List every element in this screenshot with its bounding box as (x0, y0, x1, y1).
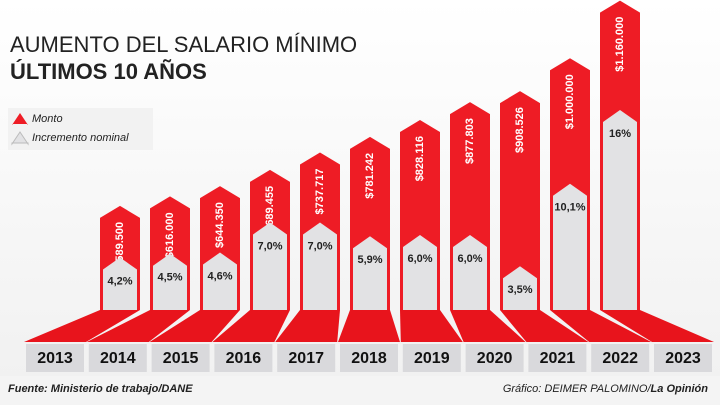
bar (253, 222, 287, 310)
value-label: 6,0% (407, 253, 432, 265)
floor (24, 310, 140, 342)
value-label: 7,0% (307, 240, 332, 252)
legend-label: Incremento nominal (32, 132, 129, 144)
x-tick-label: 2014 (100, 350, 136, 367)
year-box (26, 344, 84, 372)
value-label: $1.160.000 (614, 17, 626, 72)
bar (503, 266, 537, 310)
value-label: 10,1% (554, 202, 585, 214)
year-box (465, 344, 524, 372)
value-label: 7,0% (257, 240, 282, 252)
chart-title: AUMENTO DEL SALARIO MÍNIMO (10, 32, 357, 57)
x-tick-label: 2013 (37, 350, 73, 367)
x-tick-label: 2018 (351, 350, 387, 367)
value-label: 16% (609, 128, 631, 140)
legend-swatch (11, 131, 29, 146)
value-label: 5,9% (357, 254, 382, 266)
plot: 2013 2014 2015 2016 2017 2018 2019 2020 2021 2022… (24, 0, 714, 372)
source: Fuente: Ministerio de trabajo/DANE (8, 383, 193, 395)
x-tick-label: 2021 (540, 350, 576, 367)
credit: Gráfico: DEIMER PALOMINO/La Opinión (503, 383, 708, 395)
x-tick-label: 2017 (288, 350, 324, 367)
value-label: $689.455 (264, 186, 276, 232)
bar (203, 252, 237, 310)
footer-bg (0, 376, 720, 405)
value-label: $781.242 (364, 153, 376, 199)
year-box (151, 344, 210, 372)
floor (149, 310, 240, 342)
value-label: $828.116 (414, 136, 426, 181)
year-box (402, 344, 461, 372)
year-box (654, 344, 712, 372)
legend-bg (8, 108, 153, 150)
floor (212, 310, 290, 342)
x-tick-label: 2019 (414, 350, 450, 367)
x-tick-label: 2022 (602, 350, 638, 367)
x-tick-label: 2015 (163, 350, 199, 367)
bar (103, 257, 137, 310)
floor (86, 310, 190, 342)
value-label: $644.350 (214, 202, 226, 248)
credit-outlet: La Opinión (651, 383, 709, 395)
x-tick-label: 2020 (477, 350, 513, 367)
value-label: 6,0% (457, 253, 482, 265)
floor (338, 310, 400, 342)
bar (603, 110, 637, 310)
value-label: $589.500 (114, 222, 126, 268)
x-tick-label: 2023 (665, 350, 701, 367)
bar (453, 235, 487, 310)
floor (600, 310, 714, 342)
value-label: $877.803 (464, 118, 476, 164)
x-tick-label: 2016 (226, 350, 262, 367)
legend-label: Monto (32, 113, 63, 125)
value-label: 3,5% (507, 284, 532, 296)
chart-subtitle: ÚLTIMOS 10 AÑOS (10, 59, 207, 84)
floor (450, 310, 526, 342)
year-box (277, 344, 336, 372)
bar (303, 222, 337, 310)
floor (400, 310, 463, 342)
year-box (591, 344, 650, 372)
bar (403, 235, 437, 310)
value-label: 4,6% (207, 270, 232, 282)
bar (553, 183, 587, 310)
year-box (214, 344, 273, 372)
bar (153, 253, 187, 310)
credit-author: Gráfico: DEIMER PALOMINO/ (503, 383, 652, 395)
bar (500, 91, 540, 310)
year-box (88, 344, 147, 372)
value-label: 4,5% (157, 272, 182, 284)
value-label: $616.000 (164, 212, 176, 258)
value-label: $908.526 (514, 107, 526, 153)
value-label: $737.717 (314, 169, 326, 215)
value-label: 4,2% (107, 275, 132, 287)
floor (500, 310, 589, 342)
year-box (340, 344, 398, 372)
bar (353, 236, 387, 310)
legend: Monto Incremento nominal (8, 108, 153, 150)
floor (550, 310, 652, 342)
legend-swatch (12, 113, 28, 125)
value-label: $1.000.000 (564, 74, 576, 129)
floor (275, 310, 340, 342)
year-box (528, 344, 587, 372)
